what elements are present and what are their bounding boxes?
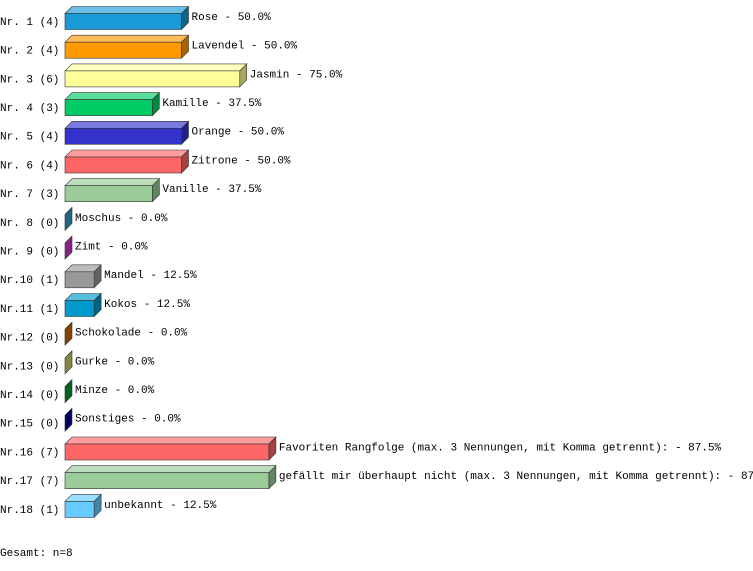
bar (64, 436, 277, 461)
value-label: Rose - 50.0% (192, 12, 272, 24)
row-label: Nr. 9 (0) (0, 247, 59, 259)
bar-front (64, 156, 182, 174)
bar (64, 407, 73, 433)
bar (64, 350, 73, 375)
row-label: Nr.12 (0) (0, 333, 59, 345)
bar-side (64, 235, 73, 260)
bar-top (64, 121, 190, 129)
row-label: Nr. 4 (3) (0, 103, 59, 115)
value-label: Zitrone - 50.0% (192, 155, 291, 167)
bar (64, 493, 102, 519)
bar (64, 292, 102, 318)
bar (64, 149, 190, 174)
value-label: Moschus - 0.0% (75, 213, 168, 225)
bar-top (64, 178, 161, 186)
bar-front (64, 472, 270, 490)
bar-top (64, 465, 277, 474)
row-label: Nr. 7 (3) (0, 189, 59, 201)
bar-front (64, 501, 95, 518)
footer: Gesamt: n=8 (0, 548, 73, 560)
bar-front (64, 13, 182, 30)
row-label: Nr.16 (7) (0, 447, 59, 459)
bar (64, 120, 190, 146)
bar (64, 91, 161, 117)
row-label: Nr.15 (0) (0, 419, 59, 431)
bar (64, 321, 73, 346)
bar-top (64, 6, 190, 14)
bar-front (64, 41, 182, 59)
value-label: Kamille - 37.5% (162, 98, 261, 110)
bar (64, 378, 73, 404)
bar (64, 5, 190, 31)
value-label: Gurke - 0.0% (75, 356, 155, 368)
row-label: Nr.18 (1) (0, 505, 59, 517)
bar-top (64, 63, 248, 72)
bar-top (64, 436, 277, 445)
value-label: Vanille - 37.5% (162, 184, 261, 196)
bar-front (64, 271, 95, 289)
value-label: Jasmin - 75.0% (250, 69, 343, 81)
bar-side (64, 350, 73, 375)
row-label: Nr. 8 (0) (0, 218, 59, 230)
bar (64, 63, 248, 88)
bar-side (64, 378, 73, 404)
value-label: Kokos - 12.5% (104, 299, 190, 311)
bar-top (64, 92, 161, 100)
value-label: Lavendel - 50.0% (192, 41, 298, 53)
row-label: Nr. 5 (4) (0, 132, 59, 144)
bar-front (64, 185, 153, 202)
value-label: Mandel - 12.5% (104, 270, 197, 282)
bar-side (64, 206, 73, 232)
value-label: Favoriten Rangfolge (max. 3 Nennungen, m… (279, 442, 722, 454)
bar-top (64, 34, 190, 43)
row-label: Nr.11 (1) (0, 304, 59, 316)
bar (64, 206, 73, 232)
row-label: Nr.14 (0) (0, 390, 59, 402)
bar (64, 177, 161, 203)
bar (64, 34, 190, 59)
row-label: Nr.13 (0) (0, 361, 59, 373)
bar-side (64, 321, 73, 346)
value-label: Orange - 50.0% (192, 127, 285, 139)
row-label: Nr.17 (7) (0, 476, 59, 488)
bar (64, 464, 277, 490)
row-label: Nr. 6 (4) (0, 160, 59, 172)
value-label: Minze - 0.0% (75, 385, 155, 397)
value-label: Zimt - 0.0% (75, 242, 148, 254)
bar-front (64, 443, 270, 461)
row-label: Nr. 2 (4) (0, 46, 59, 58)
row-label: Nr. 3 (6) (0, 74, 59, 86)
bar-front (64, 99, 153, 116)
row-label: Nr.10 (1) (0, 275, 59, 287)
bar-side (64, 407, 73, 433)
bar-front (64, 128, 182, 145)
bar (64, 235, 73, 260)
bar-top (64, 149, 190, 158)
row-label: Nr. 1 (4) (0, 17, 59, 29)
bar-front (64, 70, 241, 88)
value-label: Schokolade - 0.0% (75, 328, 188, 340)
value-label: Sonstiges - 0.0% (75, 414, 181, 426)
bar-front (64, 300, 95, 317)
value-label: gefällt mir überhaupt nicht (max. 3 Nenn… (279, 471, 753, 483)
value-label: unbekannt - 12.5% (104, 500, 217, 512)
bar (64, 264, 102, 289)
